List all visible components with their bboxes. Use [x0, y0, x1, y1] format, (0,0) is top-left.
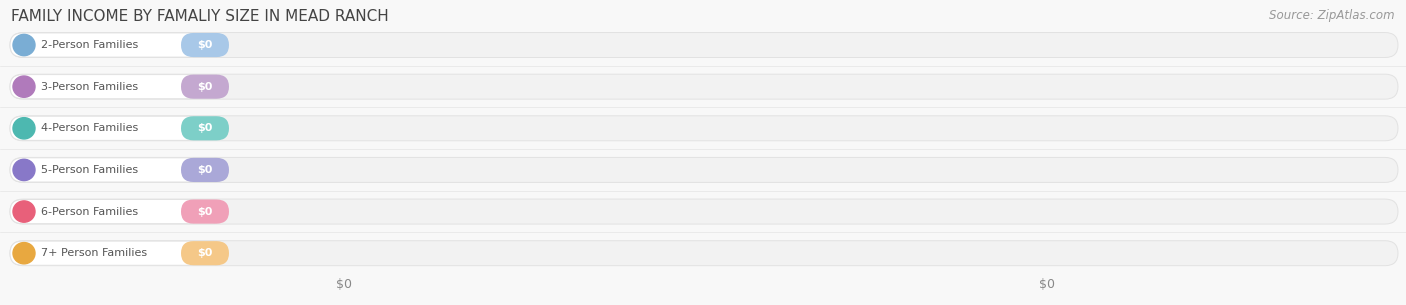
FancyBboxPatch shape — [181, 116, 229, 140]
Text: Source: ZipAtlas.com: Source: ZipAtlas.com — [1270, 9, 1395, 22]
Circle shape — [13, 242, 35, 264]
FancyBboxPatch shape — [10, 199, 225, 224]
Circle shape — [13, 201, 35, 222]
FancyBboxPatch shape — [10, 241, 225, 265]
FancyBboxPatch shape — [10, 116, 1398, 141]
Text: FAMILY INCOME BY FAMALIY SIZE IN MEAD RANCH: FAMILY INCOME BY FAMALIY SIZE IN MEAD RA… — [11, 9, 389, 24]
Text: 4-Person Families: 4-Person Families — [41, 123, 138, 133]
Text: $0: $0 — [336, 278, 353, 291]
Text: $0: $0 — [197, 82, 212, 92]
Circle shape — [13, 76, 35, 97]
FancyBboxPatch shape — [10, 158, 225, 182]
Text: $0: $0 — [197, 206, 212, 217]
FancyBboxPatch shape — [10, 199, 1398, 224]
Text: $0: $0 — [1039, 278, 1056, 291]
FancyBboxPatch shape — [181, 33, 229, 57]
Text: 3-Person Families: 3-Person Families — [41, 82, 138, 92]
Text: 2-Person Families: 2-Person Families — [41, 40, 138, 50]
FancyBboxPatch shape — [181, 158, 229, 182]
FancyBboxPatch shape — [10, 74, 1398, 99]
FancyBboxPatch shape — [181, 199, 229, 224]
FancyBboxPatch shape — [10, 75, 225, 99]
FancyBboxPatch shape — [10, 33, 1398, 58]
Text: $0: $0 — [197, 123, 212, 133]
FancyBboxPatch shape — [10, 116, 225, 140]
FancyBboxPatch shape — [10, 157, 1398, 182]
FancyBboxPatch shape — [10, 33, 225, 57]
FancyBboxPatch shape — [181, 75, 229, 99]
Text: 7+ Person Families: 7+ Person Families — [41, 248, 148, 258]
Circle shape — [13, 159, 35, 181]
Circle shape — [13, 34, 35, 56]
Circle shape — [13, 118, 35, 139]
Text: $0: $0 — [197, 40, 212, 50]
FancyBboxPatch shape — [10, 241, 1398, 266]
Text: $0: $0 — [197, 165, 212, 175]
Text: 6-Person Families: 6-Person Families — [41, 206, 138, 217]
Text: $0: $0 — [197, 248, 212, 258]
FancyBboxPatch shape — [181, 241, 229, 265]
Text: 5-Person Families: 5-Person Families — [41, 165, 138, 175]
